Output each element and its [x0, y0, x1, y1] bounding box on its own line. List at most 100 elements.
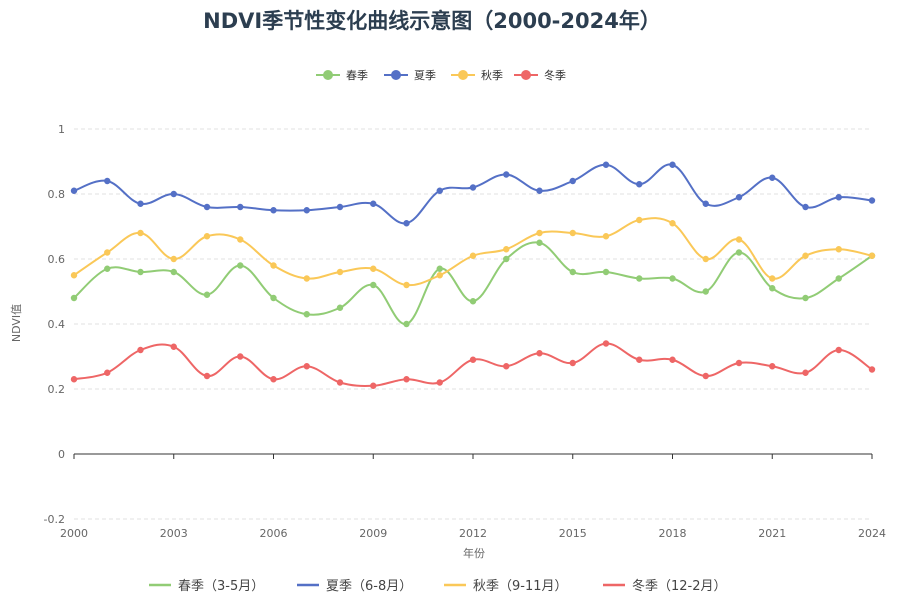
data-point[interactable]	[70, 294, 78, 302]
data-point[interactable]	[802, 369, 809, 376]
data-point[interactable]	[636, 275, 643, 282]
data-point[interactable]	[170, 255, 177, 263]
data-point[interactable]	[536, 350, 543, 357]
data-point[interactable]	[669, 356, 676, 363]
data-point[interactable]	[170, 268, 177, 276]
data-point[interactable]	[835, 346, 842, 354]
data-point[interactable]	[336, 304, 344, 311]
data-point[interactable]	[835, 246, 842, 253]
data-point[interactable]	[536, 239, 543, 246]
data-point[interactable]	[636, 216, 643, 224]
data-point[interactable]	[436, 187, 443, 194]
data-point[interactable]	[70, 376, 78, 383]
data-point[interactable]	[769, 275, 776, 282]
data-point[interactable]	[669, 220, 676, 227]
data-point[interactable]	[802, 294, 809, 302]
data-point[interactable]	[669, 161, 676, 168]
data-point[interactable]	[336, 203, 344, 211]
data-point[interactable]	[303, 275, 310, 282]
data-point[interactable]	[702, 372, 709, 380]
data-point[interactable]	[104, 249, 111, 256]
data-point[interactable]	[802, 252, 809, 259]
data-point[interactable]	[636, 356, 643, 363]
data-point[interactable]	[868, 197, 876, 204]
data-point[interactable]	[237, 203, 244, 211]
data-point[interactable]	[868, 366, 876, 373]
data-point[interactable]	[602, 268, 610, 276]
data-point[interactable]	[270, 294, 277, 302]
legend-item[interactable]: 冬季	[514, 68, 566, 82]
data-point[interactable]	[170, 190, 177, 198]
data-point[interactable]	[303, 363, 310, 370]
data-point[interactable]	[137, 268, 144, 276]
data-point[interactable]	[203, 291, 211, 298]
data-point[interactable]	[436, 265, 443, 272]
data-point[interactable]	[503, 363, 510, 370]
data-point[interactable]	[735, 359, 743, 367]
data-point[interactable]	[602, 161, 610, 168]
legend-bottom-item[interactable]: 冬季（12-2月）	[603, 578, 727, 594]
data-point[interactable]	[403, 220, 410, 227]
data-point[interactable]	[336, 379, 344, 386]
data-point[interactable]	[104, 369, 111, 376]
data-point[interactable]	[503, 255, 510, 263]
data-point[interactable]	[602, 340, 610, 347]
data-point[interactable]	[137, 229, 144, 237]
data-point[interactable]	[702, 288, 709, 295]
legend-bottom-item[interactable]: 春季（3-5月）	[149, 579, 264, 594]
data-point[interactable]	[370, 382, 377, 389]
data-point[interactable]	[237, 236, 244, 243]
data-point[interactable]	[270, 207, 277, 214]
data-point[interactable]	[602, 233, 610, 240]
data-point[interactable]	[868, 252, 876, 259]
data-point[interactable]	[735, 249, 743, 256]
data-point[interactable]	[203, 372, 211, 380]
data-point[interactable]	[336, 268, 344, 276]
data-point[interactable]	[802, 203, 809, 211]
data-point[interactable]	[203, 233, 211, 240]
data-point[interactable]	[403, 320, 410, 328]
data-point[interactable]	[735, 236, 743, 243]
data-point[interactable]	[270, 262, 277, 269]
data-point[interactable]	[469, 184, 477, 191]
data-point[interactable]	[403, 281, 410, 289]
data-point[interactable]	[137, 200, 144, 207]
data-point[interactable]	[237, 353, 244, 360]
data-point[interactable]	[70, 272, 78, 279]
legend-item[interactable]: 秋季	[451, 68, 503, 82]
data-point[interactable]	[104, 265, 111, 272]
data-point[interactable]	[469, 252, 477, 259]
data-point[interactable]	[303, 207, 310, 214]
data-point[interactable]	[436, 379, 443, 386]
data-point[interactable]	[569, 268, 576, 276]
data-point[interactable]	[104, 177, 111, 185]
legend-item[interactable]: 春季	[316, 69, 368, 82]
data-point[interactable]	[702, 200, 709, 207]
data-point[interactable]	[569, 177, 576, 185]
data-point[interactable]	[270, 376, 277, 383]
data-point[interactable]	[170, 343, 177, 350]
data-point[interactable]	[237, 262, 244, 269]
data-point[interactable]	[669, 275, 676, 282]
data-point[interactable]	[303, 311, 310, 318]
data-point[interactable]	[536, 187, 543, 194]
data-point[interactable]	[469, 356, 477, 363]
data-point[interactable]	[769, 285, 776, 292]
data-point[interactable]	[569, 359, 576, 367]
data-point[interactable]	[735, 194, 743, 201]
data-point[interactable]	[503, 246, 510, 253]
data-point[interactable]	[203, 203, 211, 211]
legend-top[interactable]: 春季 夏季 秋季 冬季	[316, 68, 566, 82]
data-point[interactable]	[835, 194, 842, 201]
data-point[interactable]	[70, 187, 78, 194]
legend-bottom-item[interactable]: 夏季（6-8月）	[297, 579, 412, 594]
data-point[interactable]	[469, 298, 477, 305]
data-point[interactable]	[702, 255, 709, 263]
data-point[interactable]	[536, 229, 543, 237]
data-point[interactable]	[569, 229, 576, 237]
data-point[interactable]	[436, 272, 443, 279]
legend-item[interactable]: 夏季	[384, 69, 436, 82]
data-point[interactable]	[370, 281, 377, 289]
data-point[interactable]	[769, 363, 776, 370]
data-point[interactable]	[769, 174, 776, 181]
